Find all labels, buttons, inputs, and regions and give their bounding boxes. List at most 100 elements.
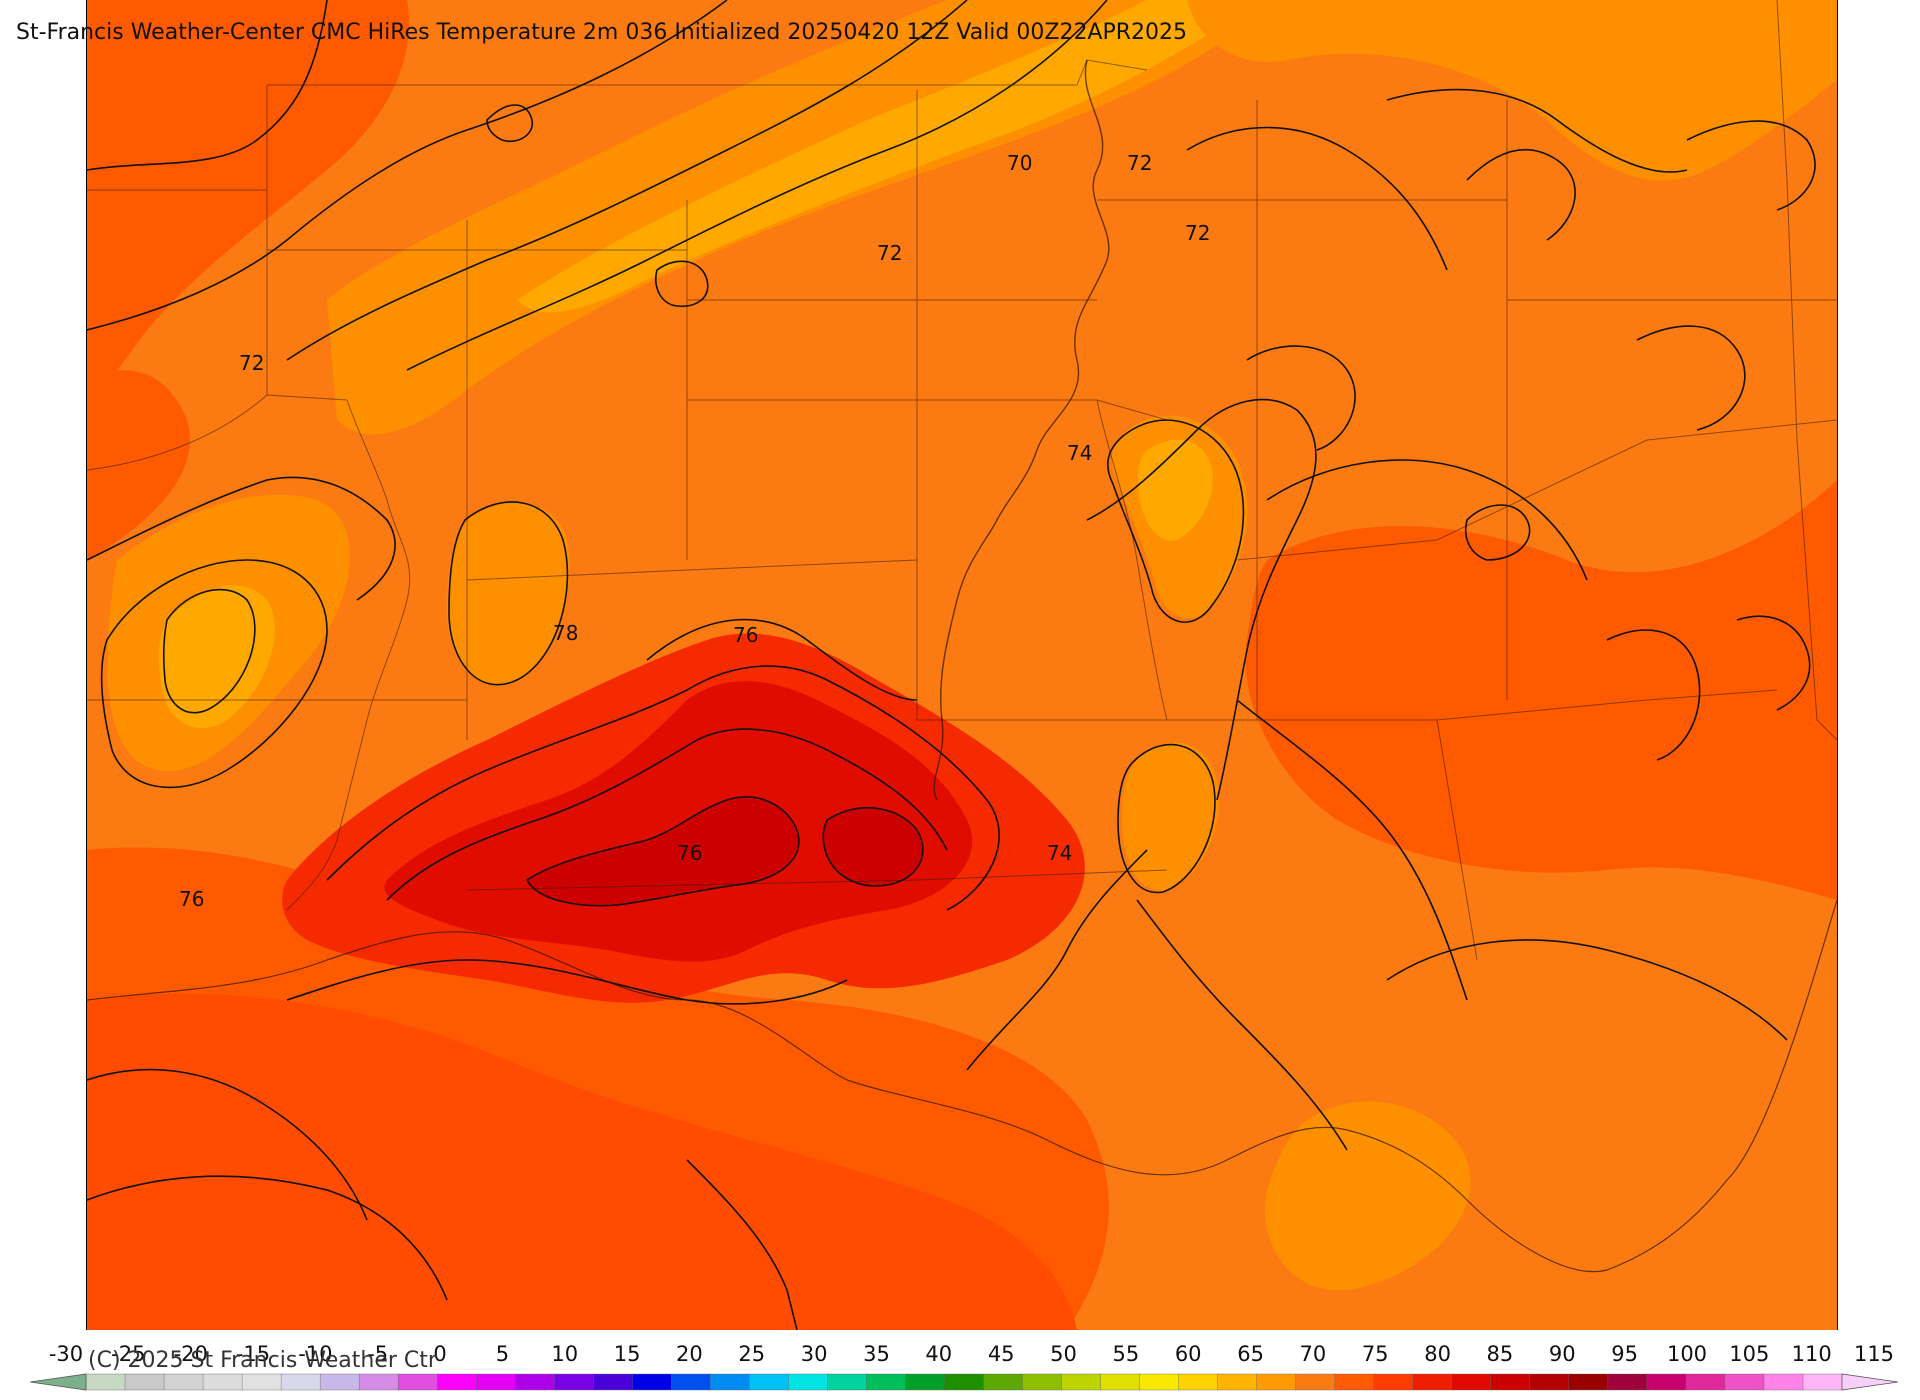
map-title: St-Francis Weather-Center CMC HiRes Temp… (16, 20, 1188, 45)
colorbar-cell (476, 1373, 517, 1391)
fill-red-orange-east (1245, 480, 1837, 900)
colorbar-tick-label: -30 (48, 1342, 84, 1366)
colorbar-cell (710, 1373, 751, 1391)
colorbar-cell (1763, 1373, 1804, 1391)
colorbar-cell (85, 1373, 126, 1391)
colorbar-cell (1217, 1373, 1258, 1391)
contour-label: 76 (733, 623, 758, 647)
fill-red-orange-northwest (87, 0, 409, 410)
fill-darkest-red-core (527, 796, 799, 906)
temperature-fill-layer (87, 0, 1837, 1330)
colorbar-cell (202, 1373, 243, 1391)
colorbar-tick-label: 25 (738, 1342, 766, 1366)
colorbar-cell (1061, 1373, 1102, 1391)
colorbar-tick-label: 115 (1853, 1342, 1895, 1366)
colorbar-tick-label: 65 (1237, 1342, 1264, 1366)
colorbar-tick-label: 50 (1050, 1342, 1077, 1366)
colorbar-tick-label: 80 (1424, 1342, 1451, 1366)
colorbar-cell (437, 1373, 478, 1391)
copyright-text: (C) 2025 St Francis Weather Ctr (88, 1348, 437, 1373)
colorbar-cell (1100, 1373, 1141, 1391)
colorbar-cell (905, 1373, 946, 1391)
colorbar-cell (1139, 1373, 1180, 1391)
colorbar-tick-label: -20 (173, 1342, 208, 1366)
fill-orange-light-south-lobe (1122, 742, 1219, 891)
colorbar-cell (632, 1373, 673, 1391)
colorbar-cell (1451, 1373, 1492, 1391)
colorbar-cell (788, 1373, 829, 1391)
colorbar-tick-label: 95 (1611, 1342, 1638, 1366)
colorbar-tick-label: 70 (1299, 1342, 1327, 1366)
colorbar-cell (1685, 1373, 1726, 1391)
colorbar-cell (124, 1373, 165, 1391)
colorbar-tick-label: 105 (1729, 1342, 1770, 1366)
colorbar-tick-label: 85 (1486, 1342, 1514, 1366)
colorbar-tick-label: -15 (235, 1342, 271, 1366)
colorbar-cell (827, 1373, 868, 1391)
colorbar-tick-label: 60 (1174, 1342, 1202, 1366)
mississippi-river (933, 59, 1110, 801)
fill-red-orange-west (87, 370, 190, 560)
colorbar-cell (1412, 1373, 1453, 1391)
contour-label: 74 (1067, 441, 1092, 465)
fill-orange-light-central (447, 502, 570, 686)
colorbar-cell (515, 1373, 556, 1391)
colorbar-cell (593, 1373, 634, 1391)
colorbar-cell (983, 1373, 1024, 1391)
colorbar-cell (358, 1373, 399, 1391)
fill-orange-pale-west-lobe (158, 585, 275, 729)
fill-deep-red-core (384, 681, 973, 962)
colorbar-cell (1607, 1373, 1648, 1391)
colorbar-tick-label: 110 (1791, 1342, 1832, 1366)
colorbar-cell (280, 1373, 321, 1391)
colorbar-cell (944, 1373, 985, 1391)
colorbar-cell (241, 1373, 282, 1391)
colorbar-cell (749, 1373, 790, 1391)
colorbar-cell (1802, 1373, 1843, 1391)
fill-orange-pale-east-lobe (1137, 439, 1213, 541)
colorbar-cells (85, 1373, 1843, 1391)
contour-label: 72 (239, 351, 264, 375)
colorbar-cell (397, 1373, 438, 1391)
colorbar-tick-label: -5 (367, 1342, 389, 1366)
colorbar-cell (1022, 1373, 1063, 1391)
boundary-layer (87, 0, 1837, 961)
colorbar-cell (163, 1373, 204, 1391)
colorbar-cell (671, 1373, 712, 1391)
colorbar-cell (554, 1373, 595, 1391)
contour-label: 72 (877, 241, 902, 265)
colorbar-tick-label: 15 (613, 1342, 641, 1366)
colorbar-tick-labels: -30 -25 -20 -15 -10 -5 0 5 10 15 20 25 30 35 40 45 50 55 6… (0, 1342, 1920, 1372)
colorbar-cell (1568, 1373, 1609, 1391)
contour-label: 76 (677, 841, 702, 865)
fill-darkest-red-core-east (823, 807, 923, 886)
colorbar-tick-label: 20 (676, 1342, 703, 1366)
fill-gulf (87, 993, 1077, 1330)
colorbar-cell (1724, 1373, 1765, 1391)
colorbar-tick-label: 10 (551, 1342, 579, 1366)
fill-orange-light-northeast (1187, 0, 1837, 181)
colorbar-tick-label: -25 (111, 1342, 146, 1366)
colorbar-cell (1334, 1373, 1375, 1391)
colorbar-tick-label: 75 (1361, 1342, 1389, 1366)
colorbar-cell (1295, 1373, 1336, 1391)
colorbar-tick-label: 5 (495, 1342, 510, 1366)
colorbar-cell (1256, 1373, 1297, 1391)
colorbar-tick-label: 0 (433, 1342, 447, 1366)
colorbar (30, 1373, 1899, 1391)
colorbar-tick-label: 40 (925, 1342, 953, 1366)
contour-label: 70 (1007, 151, 1032, 175)
colorbar-tick-label: 45 (987, 1342, 1015, 1366)
colorbar-tick-label: 30 (800, 1342, 828, 1366)
colorbar-right-arrow (1841, 1373, 1899, 1391)
colorbar-tick-label: 35 (863, 1342, 890, 1366)
fill-orange-pale-north (517, 0, 1257, 313)
gulf-coastline (87, 899, 1837, 1272)
colorbar-tick-label: 100 (1666, 1342, 1708, 1366)
contour-label: 72 (1127, 151, 1152, 175)
colorbar-tick-label: 55 (1112, 1342, 1140, 1366)
colorbar-tick-label: 90 (1548, 1342, 1576, 1366)
colorbar-cell (319, 1373, 360, 1391)
map-canvas: 72 70 72 72 72 74 78 76 76 74 76 (87, 0, 1837, 1330)
colorbar-cell (1178, 1373, 1219, 1391)
